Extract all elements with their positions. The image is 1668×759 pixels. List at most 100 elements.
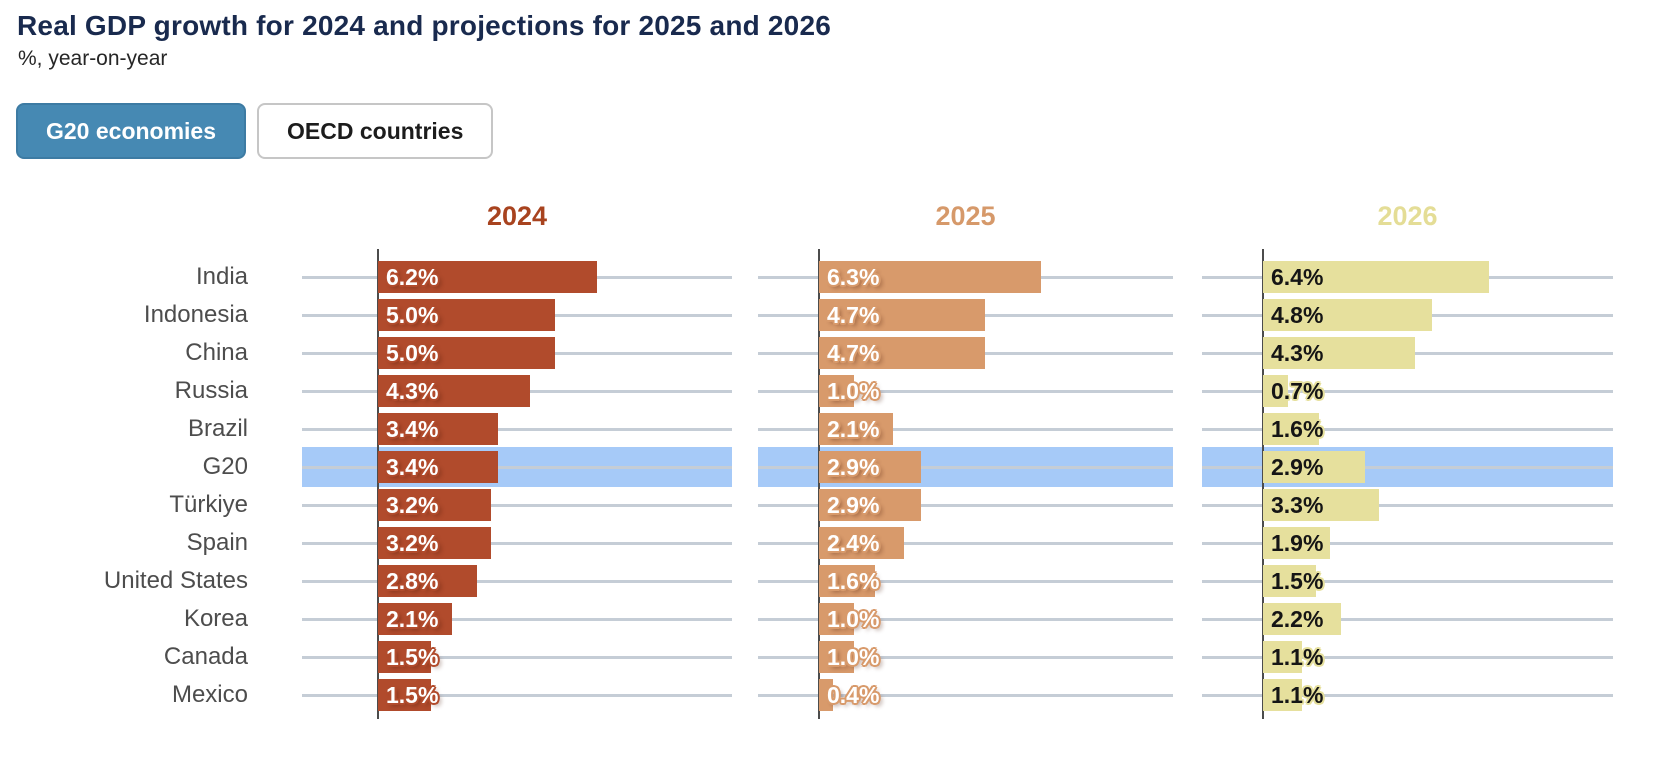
bar-2025-indonesia	[819, 299, 985, 331]
gridline-2026-t-rkiye	[1202, 504, 1613, 507]
toggle-g20-economies[interactable]: G20 economies	[16, 103, 247, 159]
gridline-2024-mexico	[302, 694, 732, 697]
bar-value-2026-india: 6.4%	[1271, 264, 1324, 290]
bar-value-2024-indonesia: 5.0%	[386, 302, 439, 328]
category-label-china: China	[185, 339, 248, 366]
bar-value-2026-g20: 2.9%	[1271, 454, 1324, 480]
bar-2026-korea	[1263, 603, 1341, 635]
bar-value-2025-russia: 1.0%	[827, 378, 880, 404]
bar-2026-g20	[1263, 451, 1365, 483]
bar-value-2025-g20: 2.9%	[827, 454, 880, 480]
bar-value-2026-t-rkiye: 3.3%	[1271, 492, 1324, 518]
bar-2026-canada	[1263, 641, 1302, 673]
gridline-2025-g20	[758, 466, 1173, 469]
bar-value-2025-united-states: 1.6%	[827, 568, 880, 594]
category-label-t-rkiye: Türkiye	[169, 491, 248, 518]
gridline-2025-united-states	[758, 580, 1173, 583]
gridline-2025-spain	[758, 542, 1173, 545]
bar-2024-china	[378, 337, 555, 369]
bar-2024-united-states	[378, 565, 477, 597]
bar-2025-united-states	[819, 565, 875, 597]
gridline-2024-spain	[302, 542, 732, 545]
gridline-2026-g20	[1202, 466, 1613, 469]
bar-2026-indonesia	[1263, 299, 1432, 331]
category-label-spain: Spain	[186, 529, 248, 556]
bar-value-2026-russia: 0.7%	[1271, 378, 1324, 404]
category-label-united-states: United States	[103, 567, 248, 594]
bar-2024-t-rkiye	[378, 489, 491, 521]
category-label-brazil: Brazil	[187, 415, 248, 442]
bar-2026-russia	[1263, 375, 1288, 407]
bar-2026-spain	[1263, 527, 1330, 559]
bar-2025-china	[819, 337, 985, 369]
bar-2025-brazil	[819, 413, 893, 445]
bar-value-2025-t-rkiye: 2.9%	[827, 492, 880, 518]
bar-2024-russia	[378, 375, 530, 407]
zero-axis-2024	[377, 249, 379, 719]
bar-value-2024-g20: 3.4%	[386, 454, 439, 480]
gridline-2026-russia	[1202, 390, 1613, 393]
category-label-russia: Russia	[174, 377, 248, 404]
category-label-g20: G20	[202, 453, 248, 480]
bar-value-2024-brazil: 3.4%	[386, 416, 439, 442]
category-label-indonesia: Indonesia	[143, 301, 248, 328]
page-title: Real GDP growth for 2024 and projections…	[17, 10, 832, 41]
column-header-2026: 2026	[1377, 201, 1438, 231]
bar-2025-g20	[819, 451, 921, 483]
bar-2025-mexico	[819, 679, 833, 711]
dataset-toggle-group: G20 economies OECD countries	[16, 103, 494, 159]
gridline-2025-canada	[758, 656, 1173, 659]
gridline-2024-canada	[302, 656, 732, 659]
bar-value-2025-india: 6.3%	[827, 264, 880, 290]
gridline-2024-g20	[302, 466, 732, 469]
column-header-2024: 2024	[486, 201, 548, 231]
column-header-2025: 2025	[935, 201, 996, 231]
toggle-oecd-countries[interactable]: OECD countries	[257, 103, 494, 159]
bar-2025-india	[819, 261, 1041, 293]
gridline-2024-brazil	[302, 428, 732, 431]
category-label-canada: Canada	[163, 643, 248, 670]
bar-2025-russia	[819, 375, 854, 407]
bar-2025-canada	[819, 641, 854, 673]
bar-value-2024-mexico: 1.5%	[386, 682, 439, 708]
gridline-2025-russia	[758, 390, 1173, 393]
bar-value-2024-russia: 4.3%	[386, 378, 439, 404]
bar-value-2026-brazil: 1.6%	[1271, 416, 1324, 442]
gridline-2026-korea	[1202, 618, 1613, 621]
bar-value-2025-korea: 1.0%	[827, 606, 880, 632]
bar-value-2025-china: 4.7%	[827, 340, 880, 366]
bar-2024-spain	[378, 527, 491, 559]
bar-2025-t-rkiye	[819, 489, 921, 521]
bar-value-2025-canada: 1.0%	[827, 644, 880, 670]
gridline-2025-t-rkiye	[758, 504, 1173, 507]
bar-2026-india	[1263, 261, 1489, 293]
bar-2024-brazil	[378, 413, 498, 445]
gridline-2026-mexico	[1202, 694, 1613, 697]
gridline-2025-brazil	[758, 428, 1173, 431]
bar-value-2024-t-rkiye: 3.2%	[386, 492, 439, 518]
bar-2025-korea	[819, 603, 854, 635]
gridline-2026-brazil	[1202, 428, 1613, 431]
bar-value-2026-korea: 2.2%	[1271, 606, 1324, 632]
bar-2024-mexico	[378, 679, 431, 711]
gridline-2024-united-states	[302, 580, 732, 583]
bar-value-2024-china: 5.0%	[386, 340, 439, 366]
gridline-2025-mexico	[758, 694, 1173, 697]
bar-value-2026-mexico: 1.1%	[1271, 682, 1324, 708]
bar-value-2025-mexico: 0.4%	[827, 682, 880, 708]
bar-2026-mexico	[1263, 679, 1302, 711]
gridline-2024-korea	[302, 618, 732, 621]
bar-value-2026-spain: 1.9%	[1271, 530, 1324, 556]
bar-value-2026-united-states: 1.5%	[1271, 568, 1324, 594]
bar-2024-g20	[378, 451, 498, 483]
bar-2024-india	[378, 261, 597, 293]
bar-value-2026-china: 4.3%	[1271, 340, 1324, 366]
bar-value-2025-spain: 2.4%	[827, 530, 880, 556]
gridline-2026-united-states	[1202, 580, 1613, 583]
bar-value-2024-korea: 2.1%	[386, 606, 439, 632]
gdp-growth-bar-chart: India Indonesia China Russia Brazil G20 Türkiy…	[0, 195, 1668, 759]
category-label-india: India	[195, 263, 248, 290]
bar-value-2024-spain: 3.2%	[386, 530, 439, 556]
bar-2024-korea	[378, 603, 452, 635]
gridline-2025-korea	[758, 618, 1173, 621]
